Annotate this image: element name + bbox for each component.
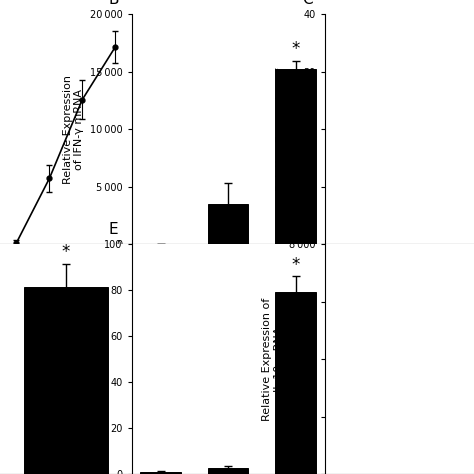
Bar bbox=[140, 472, 181, 474]
Y-axis label: Relative Expression of
IL-10 mRNA: Relative Expression of IL-10 mRNA bbox=[262, 297, 283, 421]
Text: *: * bbox=[292, 256, 300, 274]
Text: *: * bbox=[62, 243, 70, 261]
Bar bbox=[208, 468, 248, 474]
Y-axis label: Relative Expression of
Caspase-1 mRNA: Relative Expression of Caspase-1 mRNA bbox=[77, 297, 99, 421]
Text: *: * bbox=[292, 40, 300, 58]
Y-axis label: Relative Expression of
IL-12p35 mRNA: Relative Expression of IL-12p35 mRNA bbox=[276, 67, 298, 191]
Y-axis label: Relative Expression
of IFN-γ mRNA: Relative Expression of IFN-γ mRNA bbox=[63, 75, 84, 183]
Bar bbox=[208, 204, 248, 244]
Bar bbox=[24, 287, 108, 474]
X-axis label: ection: ection bbox=[80, 276, 110, 286]
Bar bbox=[275, 69, 316, 244]
Text: C: C bbox=[302, 0, 313, 7]
Text: E: E bbox=[109, 222, 118, 237]
Bar bbox=[275, 292, 316, 474]
Text: B: B bbox=[109, 0, 119, 7]
